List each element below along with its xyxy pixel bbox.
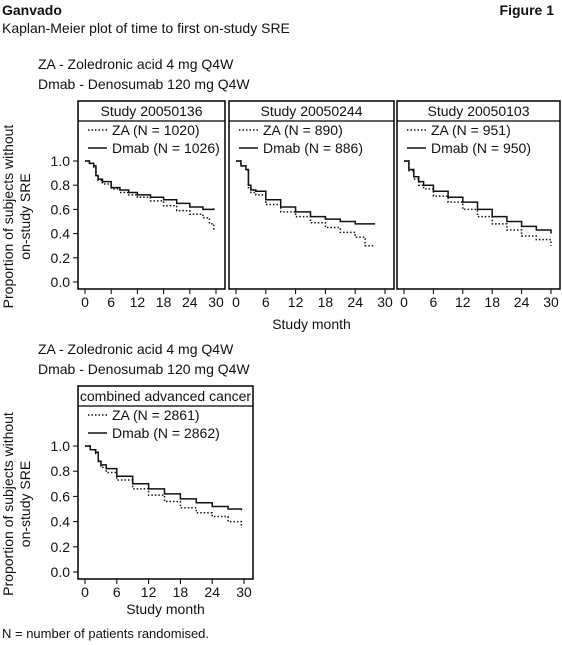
document-header: Ganvado (2, 2, 62, 18)
legend-label: ZA (N = 890) (263, 122, 343, 138)
km-curve-dmab (85, 445, 243, 511)
y-tick-label: 0.4 (51, 226, 71, 242)
x-tick-label: 6 (430, 294, 438, 310)
x-tick-label: 24 (347, 294, 363, 310)
km-curve-za (85, 160, 215, 230)
panel-frame (228, 100, 395, 290)
legend-label: Dmab (N = 1026) (112, 140, 220, 156)
x-tick-label: 0 (81, 584, 89, 600)
x-tick-label: 0 (81, 294, 89, 310)
x-tick-label: 12 (288, 294, 304, 310)
x-tick-label: 24 (514, 294, 530, 310)
x-tick-label: 6 (262, 294, 270, 310)
y-tick-label: 0.8 (51, 177, 71, 193)
footnote: N = number of patients randomised. (2, 626, 210, 641)
definition-za-top: ZA - Zoledronic acid 4 mg Q4W (38, 56, 234, 72)
y-tick-label: 0.6 (51, 201, 71, 217)
y-tick-label: 1.0 (51, 153, 71, 169)
x-tick-label: 0 (232, 294, 240, 310)
x-tick-label: 24 (204, 584, 220, 600)
x-tick-label: 30 (543, 294, 559, 310)
legend-label: ZA (N = 1020) (112, 122, 200, 138)
x-tick-label: 30 (208, 294, 224, 310)
x-tick-label: 30 (236, 584, 252, 600)
panel-title: Study 20050103 (428, 103, 530, 119)
figure-subtitle: Kaplan-Meier plot of time to first on-st… (2, 20, 290, 36)
legend-label: Dmab (N = 950) (431, 140, 531, 156)
legend-label: Dmab (N = 886) (263, 140, 363, 156)
y-axis-label: Proportion of subjects withouton-study S… (0, 125, 33, 309)
y-tick-label: 0.2 (51, 539, 71, 555)
x-tick-label: 12 (130, 294, 146, 310)
x-tick-label: 12 (455, 294, 471, 310)
figure-label: Figure 1 (499, 2, 554, 18)
definition-za-bottom: ZA - Zoledronic acid 4 mg Q4W (38, 341, 234, 357)
x-tick-label: 6 (113, 584, 121, 600)
panel-title: Study 20050136 (101, 103, 203, 119)
x-tick-label: 30 (377, 294, 393, 310)
definition-dmab-bottom: Dmab - Denosumab 120 mg Q4W (38, 361, 250, 377)
panel-frame (396, 100, 561, 290)
y-tick-label: 0.6 (51, 488, 71, 504)
panel-title: combined advanced cancer (80, 388, 252, 404)
x-tick-label: 12 (141, 584, 157, 600)
y-tick-label: 0.2 (51, 250, 71, 266)
km-curve-za (236, 160, 376, 247)
x-tick-label: 24 (182, 294, 198, 310)
km-curve-za (85, 445, 243, 528)
y-tick-label: 0.0 (51, 274, 71, 290)
x-axis-label: Study month (272, 316, 351, 332)
x-tick-label: 18 (484, 294, 500, 310)
x-tick-label: 18 (156, 294, 172, 310)
y-tick-label: 0.0 (51, 564, 71, 580)
panel-title: Study 20050244 (261, 103, 363, 119)
km-curve-dmab (236, 160, 376, 225)
km-curve-dmab (85, 160, 215, 211)
y-tick-label: 0.8 (51, 463, 71, 479)
x-tick-label: 18 (318, 294, 334, 310)
chart-panel-3: Study 20050103 0 6 12 18 24 30 ZA (N = 951) Dmab… (396, 100, 561, 310)
y-tick-label: 1.0 (51, 438, 71, 454)
legend-label: ZA (N = 951) (431, 122, 511, 138)
panel-frame (77, 385, 254, 580)
chart-panel-4: combined advanced cancer 0 6 12 18 24 30 0.0 0.2… (0, 385, 254, 617)
legend-label: Dmab (N = 2862) (112, 425, 220, 441)
x-tick-label: 0 (400, 294, 408, 310)
y-tick-label: 0.4 (51, 514, 71, 530)
legend-label: ZA (N = 2861) (112, 407, 200, 423)
y-axis-label: Proportion of subjects withouton-study S… (0, 412, 33, 596)
x-tick-label: 6 (107, 294, 115, 310)
definition-dmab-top: Dmab - Denosumab 120 mg Q4W (38, 76, 250, 92)
chart-panel-2: Study 20050244 0 6 12 18 24 30 Study month ZA (N… (228, 100, 395, 332)
chart-panel-1: Study 20050136 0 6 12 18 24 30 0.0 0.2 0.4 0.6 0.8 1… (0, 100, 226, 310)
km-curve-dmab (404, 160, 552, 234)
x-axis-label: Study month (126, 601, 205, 617)
x-tick-label: 18 (173, 584, 189, 600)
panel-frame (77, 100, 226, 290)
